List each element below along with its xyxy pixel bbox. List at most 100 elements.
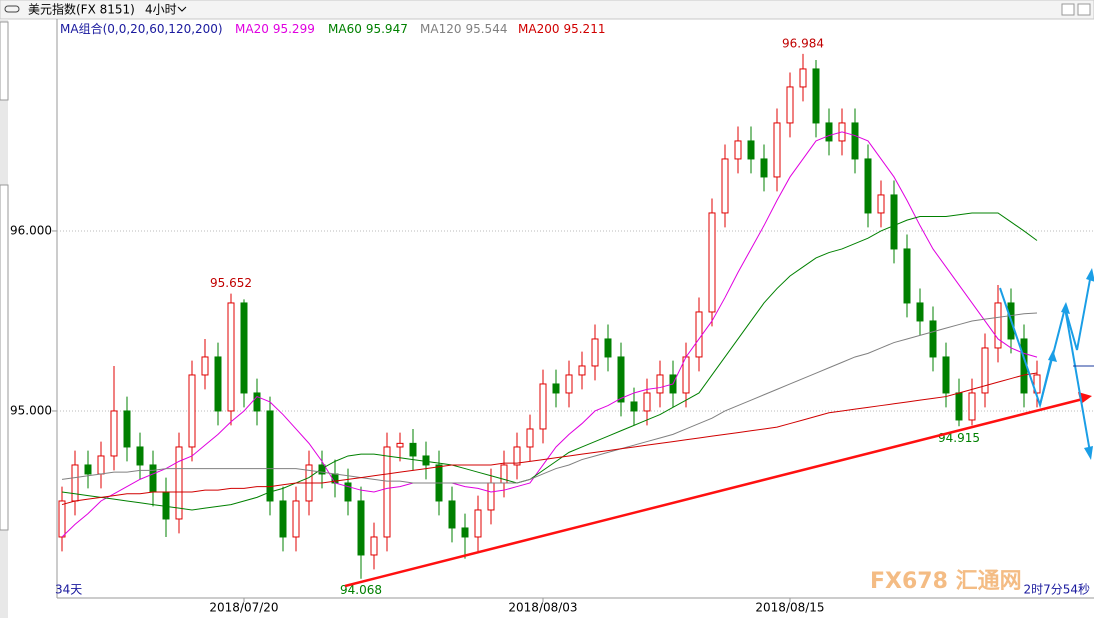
candle-body: [422, 455, 430, 466]
candle-body: [721, 158, 729, 214]
candle-body: [292, 500, 300, 538]
y-tick-label: 96.000: [10, 223, 52, 237]
candle-body: [253, 392, 261, 412]
candle-body: [851, 122, 859, 160]
candle-body: [552, 383, 560, 394]
period-selector[interactable]: 4小时: [145, 3, 177, 17]
bar-count: 34天: [55, 583, 82, 597]
y-tick-label: 95.000: [10, 403, 52, 417]
x-tick-label: 2018/07/20: [209, 601, 278, 615]
candle-body: [591, 338, 599, 367]
candle-body: [370, 536, 378, 556]
candle-body: [786, 86, 794, 124]
candle-body: [877, 194, 885, 214]
candle-body: [812, 68, 820, 124]
legend-name: MA20: [235, 22, 269, 36]
candle-body: [201, 356, 209, 376]
candle-body: [409, 442, 417, 457]
candle-body: [110, 410, 118, 457]
candle-body: [604, 338, 612, 358]
legend-name: MA60: [328, 22, 362, 36]
candle-body: [695, 311, 703, 358]
candle-body: [929, 320, 937, 358]
candle-body: [266, 410, 274, 502]
legend-value: 95.211: [563, 22, 605, 36]
side-tab[interactable]: [0, 184, 9, 531]
candle-body: [708, 212, 716, 313]
candle-body: [630, 401, 638, 412]
side-tab[interactable]: [0, 21, 9, 101]
candle-body: [760, 158, 768, 178]
candle-body: [643, 392, 651, 412]
ma-legend: MA组合(0,0,20,60,120,200) MA20 95.299 MA60 95.…: [60, 21, 605, 36]
forecast-arrowheads: [1048, 268, 1094, 460]
legend-name: MA120: [420, 22, 461, 36]
candle-body: [58, 500, 66, 538]
candle-body: [227, 302, 235, 412]
watermark: FX678 汇通网: [870, 569, 1022, 594]
legend-name: MA200: [518, 22, 559, 36]
candle-body: [383, 446, 391, 538]
candle-body: [513, 446, 521, 466]
candle-body: [71, 464, 79, 502]
candle-body: [955, 392, 963, 421]
candle-body: [175, 446, 183, 520]
toolbar: [0, 0, 1094, 20]
candle-body: [84, 464, 92, 475]
candle-body: [539, 383, 547, 430]
candle-body: [799, 68, 807, 88]
candle-body: [149, 464, 157, 493]
instrument-title: 美元指数(FX 8151): [28, 2, 135, 17]
candle-body: [864, 158, 872, 214]
candle-body: [903, 248, 911, 304]
x-tick-label: 2018/08/03: [508, 601, 577, 615]
candle-body: [487, 482, 495, 511]
candle-body: [97, 455, 105, 475]
candle-body: [448, 500, 456, 529]
legend-value: 95.544: [465, 22, 507, 36]
candle-body: [656, 374, 664, 394]
candle-body: [357, 500, 365, 556]
candle-body: [994, 302, 1002, 349]
candle-body: [890, 194, 898, 250]
legend-value: 95.299: [273, 22, 315, 36]
candle-body: [916, 302, 924, 322]
extreme-label: 95.652: [210, 276, 252, 290]
ma-line: [61, 312, 1038, 484]
candle-body: [617, 356, 625, 403]
candle-body: [240, 302, 248, 394]
candle-body: [461, 527, 469, 538]
countdown: 2时7分54秒: [1023, 583, 1090, 597]
ma-line: [61, 212, 1038, 511]
candle-body: [578, 365, 586, 376]
extreme-label: 96.984: [782, 36, 824, 50]
candle-body: [565, 374, 573, 394]
toolbar-button[interactable]: [1077, 3, 1091, 16]
x-tick-label: 2018/08/15: [755, 601, 824, 615]
candle-body: [474, 509, 482, 538]
link-icon[interactable]: [4, 5, 20, 13]
candle-body: [123, 410, 131, 448]
ma-line: [61, 372, 1038, 506]
dropdown-icon[interactable]: [177, 6, 187, 12]
candle-body: [968, 392, 976, 421]
candle-body: [279, 500, 287, 538]
candle-body: [526, 428, 534, 448]
candle-body: [1033, 374, 1041, 394]
candle-body: [344, 482, 352, 502]
candle-body: [747, 140, 755, 160]
legend-value: 95.947: [366, 22, 408, 36]
toolbar-button[interactable]: [1061, 3, 1075, 16]
support-trendline: [344, 397, 1084, 588]
extreme-label: 94.068: [340, 583, 382, 597]
candle-body: [214, 356, 222, 412]
candle-body: [981, 347, 989, 394]
candle-body: [734, 140, 742, 160]
candle-body: [942, 356, 950, 394]
candle-body: [136, 446, 144, 466]
candle-body: [825, 122, 833, 142]
candle-body: [396, 442, 404, 448]
candle-body: [162, 491, 170, 520]
